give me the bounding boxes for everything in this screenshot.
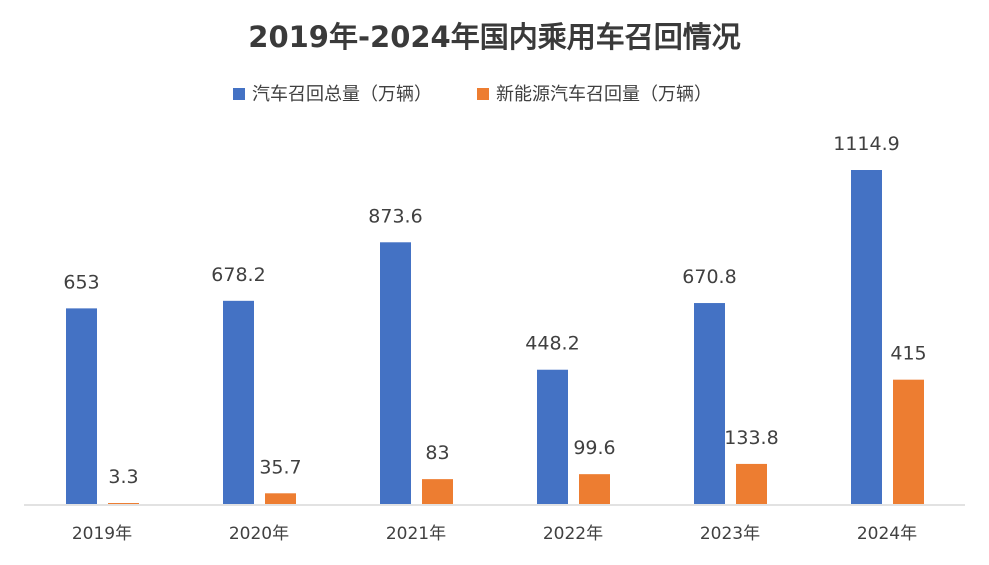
chart-title: 2019年-2024年国内乘用车召回情况 — [248, 20, 740, 54]
bar-total-2 — [380, 242, 411, 505]
data-label-total-2: 873.6 — [368, 205, 422, 227]
bar-total-5 — [851, 170, 882, 504]
legend-label-total: 汽车召回总量（万辆） — [252, 84, 432, 105]
x-tick-label-1: 2020年 — [229, 524, 289, 544]
bar-total-1 — [223, 300, 254, 504]
bar-nev-4 — [736, 463, 767, 504]
legend-label-nev: 新能源汽车召回量（万辆） — [496, 84, 712, 105]
bars-group — [66, 170, 924, 505]
data-label-nev-5: 415 — [890, 343, 926, 365]
bar-total-4 — [694, 303, 725, 504]
bar-nev-2 — [422, 479, 453, 504]
x-tick-label-0: 2019年 — [72, 524, 132, 544]
data-label-nev-0: 3.3 — [108, 466, 138, 488]
bar-nev-0 — [108, 503, 139, 504]
data-label-total-0: 653 — [63, 271, 99, 293]
data-label-nev-4: 133.8 — [724, 427, 778, 449]
data-label-nev-3: 99.6 — [573, 437, 615, 459]
x-tick-label-3: 2022年 — [543, 524, 603, 544]
x-tick-label-4: 2023年 — [700, 524, 760, 544]
data-label-nev-2: 83 — [425, 442, 449, 464]
legend: 汽车召回总量（万辆） 新能源汽车召回量（万辆） — [233, 84, 712, 105]
data-label-total-4: 670.8 — [682, 266, 736, 288]
data-label-total-1: 678.2 — [211, 264, 265, 286]
bar-nev-3 — [579, 474, 610, 504]
legend-swatch-total — [233, 88, 245, 100]
x-tick-label-2: 2021年 — [386, 524, 446, 544]
data-label-total-3: 448.2 — [525, 333, 579, 355]
x-tick-labels-group: 2019年 2020年 2021年 2022年 2023年 2024年 — [72, 524, 917, 544]
data-label-total-5: 1114.9 — [833, 133, 899, 155]
bar-total-0 — [66, 308, 97, 504]
x-tick-label-5: 2024年 — [857, 524, 917, 544]
data-labels-group: 653 3.3 678.2 35.7 873.6 83 448.2 99.6 670.8 133.… — [63, 133, 926, 488]
bar-nev-1 — [265, 493, 296, 504]
data-label-nev-1: 35.7 — [259, 456, 301, 478]
legend-swatch-nev — [477, 88, 489, 100]
bar-total-3 — [537, 369, 568, 504]
bar-nev-5 — [893, 379, 924, 504]
